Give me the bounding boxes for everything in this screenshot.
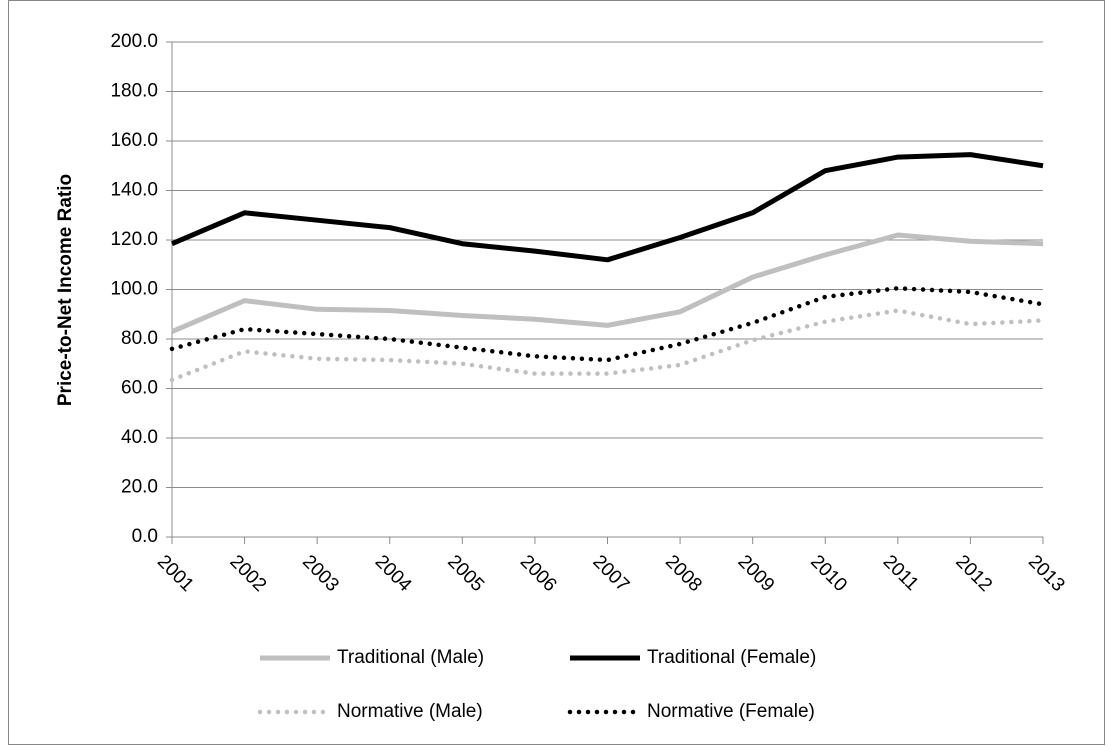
legend-label: Normative (Male) xyxy=(337,701,483,722)
y-axis-title: Price-to-Net Income Ratio xyxy=(55,174,76,406)
legend-label: Normative (Female) xyxy=(647,701,815,722)
legend-label: Traditional (Male) xyxy=(337,647,484,668)
y-tick-label: 200.0 xyxy=(110,31,158,52)
y-tick-label: 140.0 xyxy=(110,180,158,201)
series-line xyxy=(169,286,1046,363)
chart-frame xyxy=(8,0,1105,745)
y-tick-label: 120.0 xyxy=(110,229,158,250)
y-tick-label: 60.0 xyxy=(121,378,158,399)
y-tick-label: 0.0 xyxy=(132,526,158,547)
y-tick-label: 100.0 xyxy=(110,279,158,300)
series-line xyxy=(169,308,1046,383)
legend-label: Traditional (Female) xyxy=(647,647,816,668)
y-tick-label: 160.0 xyxy=(110,130,158,151)
y-tick-label: 20.0 xyxy=(121,477,158,498)
series-line xyxy=(171,152,1044,263)
y-tick-label: 80.0 xyxy=(121,328,158,349)
y-tick-label: 180.0 xyxy=(110,81,158,102)
series-line xyxy=(171,232,1044,334)
y-tick-label: 40.0 xyxy=(121,427,158,448)
